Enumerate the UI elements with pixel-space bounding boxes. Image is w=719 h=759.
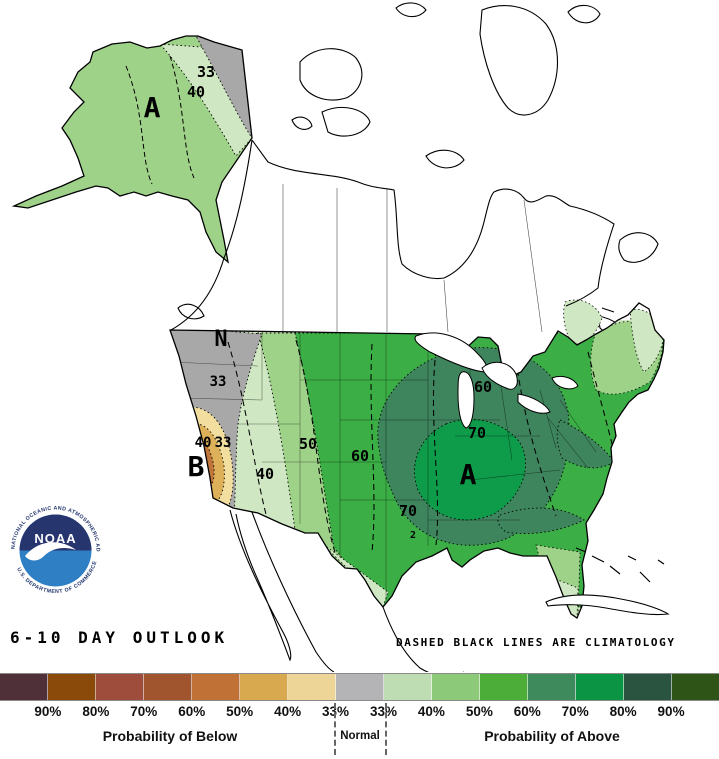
canada-coast-lines (170, 139, 615, 331)
baffin-island (479, 5, 559, 116)
lake-huron (481, 361, 518, 390)
map-label-33: 33 (210, 374, 227, 390)
map-label-N: N (214, 327, 227, 352)
map-label-50: 50 (299, 435, 317, 453)
map-label-33: 33 (197, 63, 215, 81)
map-label-A: A (460, 458, 477, 491)
baja-california (229, 509, 292, 662)
noaa-logo-top (19, 514, 92, 551)
map-label-60: 60 (474, 378, 492, 396)
map-label-70: 70 (468, 424, 486, 442)
note-line-1: DASHED BLACK LINES ARE CLIMATOLOGY (396, 636, 676, 649)
normal-divider-right (385, 703, 387, 755)
legend-boundary-label: 70% (130, 704, 158, 719)
map-label-40: 40 (256, 465, 274, 483)
legend-segment (48, 674, 96, 700)
state-borders (171, 334, 597, 600)
map-label-2: 2 (410, 530, 416, 541)
legend-segment (144, 674, 192, 700)
legend-boundary-label: 50% (226, 704, 254, 719)
legend: 90% 80% 70% 60% 50% 40% 33% 33% 40% 50% 60% 70% 80% 9… (0, 672, 719, 759)
conus-region (169, 302, 665, 619)
legend-boundary-label: 80% (609, 704, 637, 719)
colorbar (0, 673, 719, 701)
noaa-logo-text: NOAA (34, 531, 76, 546)
legend-segment (576, 674, 624, 700)
alaska-coastline (11, 35, 253, 264)
hudson-bay-coast (251, 139, 615, 307)
legend-boundary-label: 40% (417, 704, 445, 719)
legend-segment (384, 674, 432, 700)
map-label-B: B (188, 450, 205, 483)
legend-boundary-label: 60% (178, 704, 206, 719)
legend-boundary-labels: 90% 80% 70% 60% 50% 40% 33% 33% 40% 50% 60% 70% 80% 9… (0, 704, 719, 722)
legend-boundary-label: 60% (513, 704, 541, 719)
mexico-outline (229, 509, 464, 672)
legend-segment (192, 674, 240, 700)
legend-boundary-label: 70% (561, 704, 589, 719)
map-label-60: 60 (351, 447, 369, 465)
legend-boundary-label: 33% (369, 704, 397, 719)
legend-boundary-label: 40% (274, 704, 302, 719)
legend-segment (240, 674, 288, 700)
map-label-33: 33 (215, 435, 232, 451)
lake-michigan (457, 371, 475, 429)
newfoundland (618, 232, 659, 263)
legend-segment (528, 674, 576, 700)
map-label-A: A (144, 91, 161, 124)
normal-divider-left (334, 703, 336, 755)
legend-boundary-label: 80% (82, 704, 110, 719)
legend-boundary-label: 90% (34, 704, 62, 719)
map-label-70: 70 (399, 502, 417, 520)
legend-segment (0, 674, 48, 700)
lake-ontario (551, 375, 579, 390)
legend-segment (288, 674, 336, 700)
above-70-core (414, 418, 526, 521)
legend-segment (432, 674, 480, 700)
normal-caption: Normal (340, 730, 380, 742)
province-borders (282, 184, 543, 333)
bahamas-islands (575, 547, 665, 583)
lake-erie (517, 393, 551, 414)
canada-outline (177, 2, 659, 342)
legend-segment (96, 674, 144, 700)
legend-boundary-label: 90% (657, 704, 685, 719)
legend-segment (336, 674, 384, 700)
below-caption: Probability of Below (102, 728, 238, 744)
above-caption: Probability of Above (484, 728, 620, 744)
cuba-outline (545, 594, 670, 616)
map-label-40: 40 (187, 83, 205, 101)
southampton-island (425, 149, 465, 169)
vancouver-island (177, 303, 205, 320)
great-lakes (414, 332, 579, 429)
legend-segment (624, 674, 672, 700)
map-label-40: 40 (195, 435, 212, 451)
legend-segment (480, 674, 528, 700)
legend-segment (672, 674, 719, 700)
outlook-title: 6-10 DAY OUTLOOK (10, 628, 229, 647)
conus-coastline (169, 302, 665, 619)
noaa-gull-icon (25, 542, 76, 561)
maritimes-shaded-patch (563, 299, 603, 345)
legend-boundary-label: 50% (465, 704, 493, 719)
